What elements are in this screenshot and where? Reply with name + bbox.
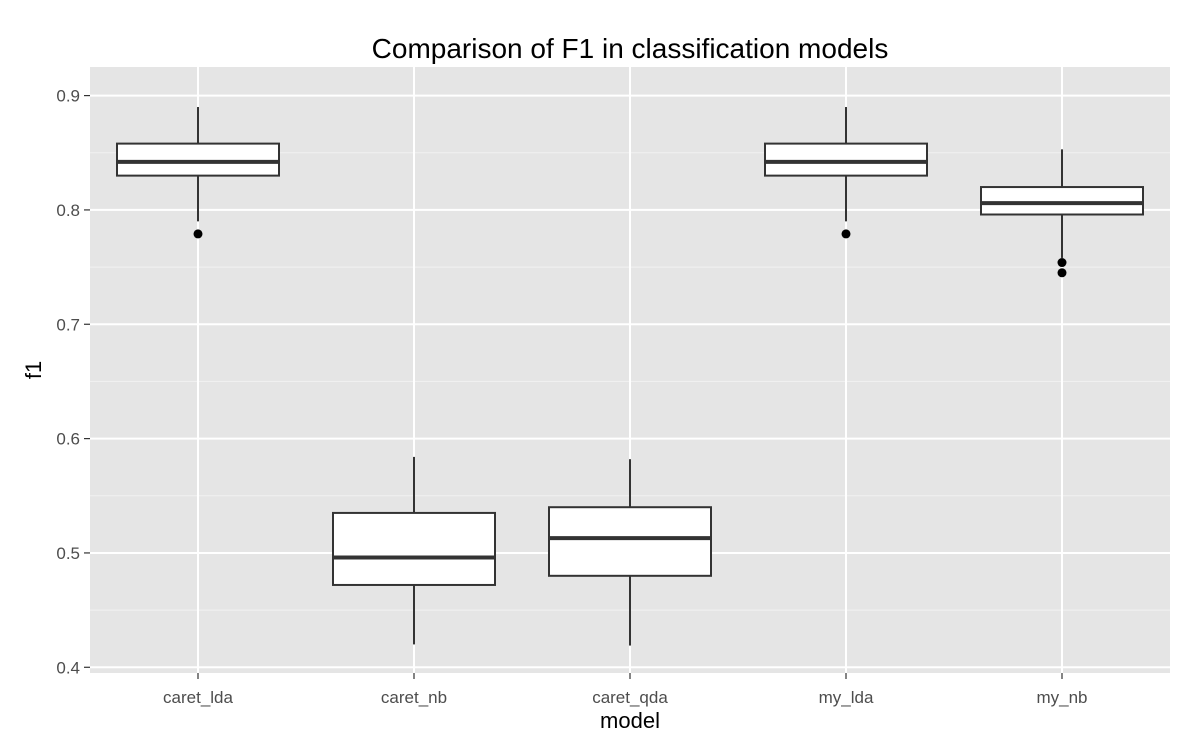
- outlier-point: [841, 229, 851, 239]
- y-tick-label: 0.8: [56, 201, 80, 220]
- y-tick-label: 0.4: [56, 658, 80, 677]
- x-tick-label-my_nb: my_nb: [1036, 688, 1087, 707]
- iqr-box: [764, 142, 928, 177]
- y-tick-label: 0.6: [56, 430, 80, 449]
- y-tick-label: 0.5: [56, 544, 80, 563]
- x-tick-label-caret_nb: caret_nb: [381, 688, 447, 707]
- outlier-point: [193, 229, 203, 239]
- chart-title: Comparison of F1 in classification model…: [372, 33, 889, 64]
- iqr-box: [332, 511, 496, 586]
- y-tick-label: 0.9: [56, 87, 80, 106]
- box-caret_qda: [548, 459, 712, 646]
- x-axis: caret_lda caret_nb caret_qda my_lda my_nb: [163, 673, 1088, 707]
- x-tick-label-caret_lda: caret_lda: [163, 688, 233, 707]
- outlier-point: [1057, 268, 1067, 278]
- y-axis: 0.4 0.5 0.6 0.7 0.8 0.9: [56, 87, 90, 677]
- y-tick-label: 0.7: [56, 315, 80, 334]
- iqr-box: [980, 186, 1144, 216]
- iqr-box: [548, 506, 712, 577]
- box-my_lda: [764, 107, 928, 239]
- x-tick-label-my_lda: my_lda: [819, 688, 874, 707]
- iqr-box: [116, 142, 280, 177]
- box-group: [116, 107, 1144, 646]
- outlier-point: [1057, 258, 1067, 268]
- x-axis-title: model: [600, 708, 660, 733]
- box-caret_lda: [116, 107, 280, 239]
- x-tick-label-caret_qda: caret_qda: [592, 688, 668, 707]
- y-axis-title: f1: [21, 361, 46, 379]
- box-my_nb: [980, 149, 1144, 278]
- box-caret_nb: [332, 456, 496, 645]
